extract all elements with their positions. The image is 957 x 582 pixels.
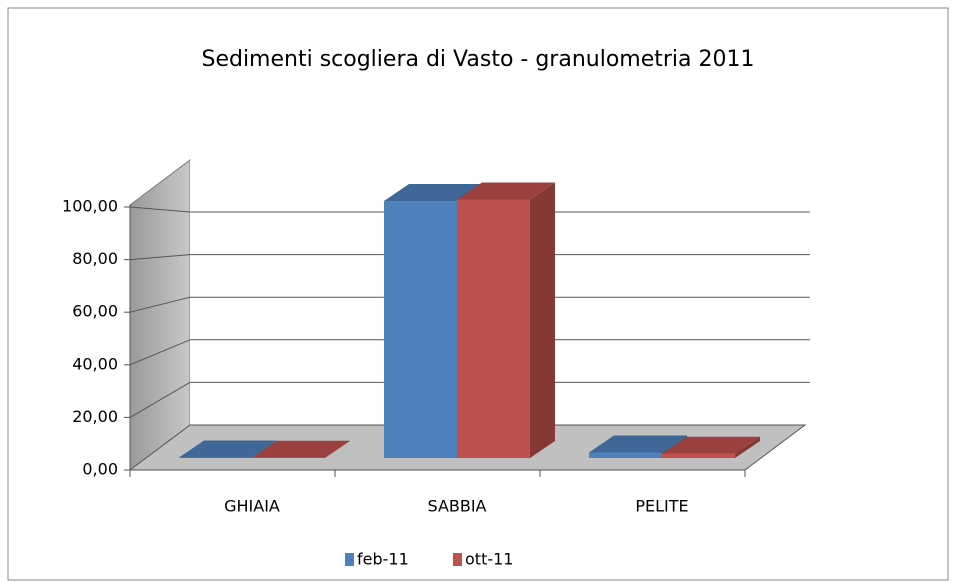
- side-wall: [129, 159, 191, 471]
- grid-line: [129, 254, 191, 261]
- bar-front: [589, 452, 662, 458]
- bar-top: [457, 182, 555, 200]
- grid-line: [129, 206, 191, 213]
- bar-top: [384, 184, 482, 202]
- grid-line: [129, 296, 191, 313]
- bar-side: [530, 182, 555, 458]
- bar-top: [179, 440, 277, 458]
- x-tick-label: GHIAIA: [224, 497, 280, 516]
- x-tick-label: PELITE: [635, 497, 688, 516]
- grid-line: [129, 381, 191, 418]
- y-tick-label: 80,00: [72, 249, 118, 268]
- bar-top: [662, 436, 760, 454]
- bar-front: [179, 457, 252, 458]
- legend-swatch: [453, 553, 462, 566]
- chart-title: Sedimenti scogliera di Vasto - granulome…: [201, 47, 754, 72]
- y-tick-label: 20,00: [72, 407, 118, 426]
- bar-side: [325, 440, 350, 458]
- x-tick-label: SABBIA: [427, 497, 486, 516]
- bar-front: [662, 453, 735, 458]
- bar-top: [252, 440, 350, 458]
- y-tick-label: 60,00: [72, 302, 118, 321]
- y-tick-label: 0,00: [82, 460, 118, 479]
- bar-side: [735, 436, 760, 458]
- legend-swatch: [345, 553, 354, 566]
- bar: [457, 182, 555, 458]
- bar-front: [384, 201, 457, 458]
- legend-label: ott-11: [465, 550, 513, 569]
- y-tick-label: 40,00: [72, 354, 118, 373]
- bar: [662, 436, 760, 458]
- grid-line: [129, 339, 191, 366]
- bar-front: [457, 199, 530, 458]
- bar: [252, 440, 350, 458]
- bar-top: [589, 435, 687, 453]
- y-tick-label: 100,00: [62, 197, 118, 216]
- legend-label: feb-11: [357, 550, 409, 569]
